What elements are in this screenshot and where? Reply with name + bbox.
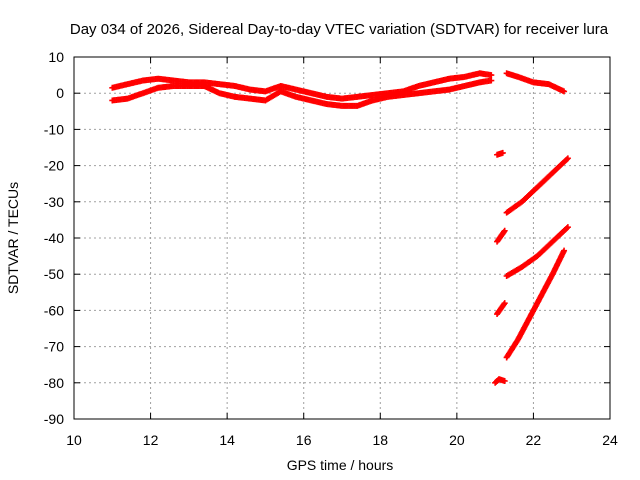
y-tick-label: -50 xyxy=(44,266,64,282)
series-arc-top xyxy=(503,70,568,95)
grid-lines xyxy=(74,57,610,419)
x-tick-label: 20 xyxy=(449,432,465,448)
x-tick-label: 10 xyxy=(66,432,82,448)
series-short-3 xyxy=(494,300,508,318)
data-point xyxy=(561,247,568,254)
y-tick-label: -70 xyxy=(44,339,64,355)
data-point xyxy=(563,225,570,232)
series-short-1 xyxy=(494,149,506,158)
data-point xyxy=(561,88,568,95)
series-ramp-3 xyxy=(503,247,568,361)
data-point xyxy=(564,224,571,231)
x-tick-label: 22 xyxy=(526,432,542,448)
y-tick-label: -40 xyxy=(44,230,64,246)
x-tick-label: 12 xyxy=(143,432,159,448)
data-point xyxy=(501,300,508,307)
x-tick-label: 14 xyxy=(219,432,235,448)
data-point xyxy=(488,72,495,79)
data-point xyxy=(499,149,506,156)
y-tick-label: -10 xyxy=(44,121,64,137)
series-ramp-2 xyxy=(503,224,571,280)
x-tick-label: 16 xyxy=(296,432,312,448)
data-point xyxy=(564,155,571,162)
series-ramp-1 xyxy=(503,155,571,216)
data-point xyxy=(563,156,570,163)
y-tick-label: 0 xyxy=(56,85,64,101)
y-axis-label: SDTVAR / TECUs xyxy=(5,182,21,294)
data-point xyxy=(501,377,508,384)
data-points xyxy=(109,70,571,386)
y-tick-label: -20 xyxy=(44,158,64,174)
x-tick-label: 24 xyxy=(602,432,618,448)
y-tick-label: -80 xyxy=(44,375,64,391)
x-axis-label: GPS time / hours xyxy=(287,457,394,473)
y-tick-label: -60 xyxy=(44,302,64,318)
series-short-2 xyxy=(494,227,508,245)
data-point xyxy=(501,227,508,234)
series-short-4 xyxy=(492,376,508,386)
series-main-band-lower xyxy=(109,77,495,109)
y-tick-label: -30 xyxy=(44,194,64,210)
axis-ticks: 10 12 14 16 18 20 22 24 10 0 -10 -20 -30 -40 -50 -60 -70… xyxy=(44,49,618,448)
y-tick-label: 10 xyxy=(48,49,64,65)
data-point xyxy=(488,77,495,84)
x-tick-label: 18 xyxy=(372,432,388,448)
y-tick-label: -90 xyxy=(44,411,64,427)
chart-title: Day 034 of 2026, Sidereal Day-to-day VTE… xyxy=(70,21,609,38)
